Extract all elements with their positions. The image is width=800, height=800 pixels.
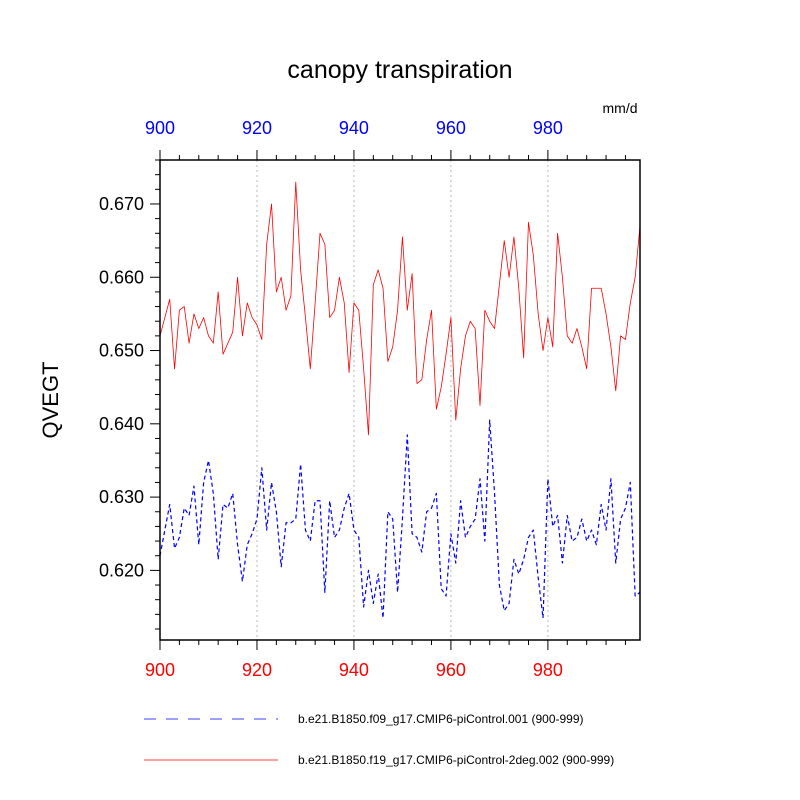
y-tick-label: 0.630 <box>99 487 144 507</box>
x-tick-label-bottom: 960 <box>436 660 466 680</box>
y-tick-label: 0.670 <box>99 194 144 214</box>
x-tick-label-top: 960 <box>436 118 466 138</box>
legend-label-2: b.e21.B1850.f19_g17.CMIP6-piControl-2deg… <box>298 753 614 767</box>
x-tick-label-bottom: 920 <box>242 660 272 680</box>
y-tick-label: 0.620 <box>99 560 144 580</box>
y-tick-label: 0.660 <box>99 267 144 287</box>
x-tick-label-bottom: 940 <box>339 660 369 680</box>
x-tick-label-top: 940 <box>339 118 369 138</box>
chart-title: canopy transpiration <box>287 56 512 84</box>
x-tick-label-top: 900 <box>145 118 175 138</box>
x-tick-label-top: 920 <box>242 118 272 138</box>
series-line-1 <box>159 419 641 619</box>
y-tick-label: 0.650 <box>99 341 144 361</box>
legend-label-1: b.e21.B1850.f09_g17.CMIP6-piControl.001 … <box>298 712 584 726</box>
plot-frame <box>159 159 641 641</box>
series-line-2 <box>159 181 641 436</box>
x-tick-label-bottom: 980 <box>533 660 563 680</box>
legend: b.e21.B1850.f09_g17.CMIP6-piControl.001 … <box>144 712 614 767</box>
y-tick-label: 0.640 <box>99 414 144 434</box>
x-tick-label-top: 980 <box>533 118 563 138</box>
tick-labels: 900 900 920 920 940 940 960 960 980 980 0.620 0.630… <box>99 118 563 680</box>
y-axis-label: QVEGT <box>38 361 63 438</box>
axis-ticks <box>150 150 626 650</box>
chart-units: mm/d <box>603 100 638 116</box>
series-layer <box>159 181 641 619</box>
x-tick-label-bottom: 900 <box>145 660 175 680</box>
x-gridlines <box>256 160 549 640</box>
